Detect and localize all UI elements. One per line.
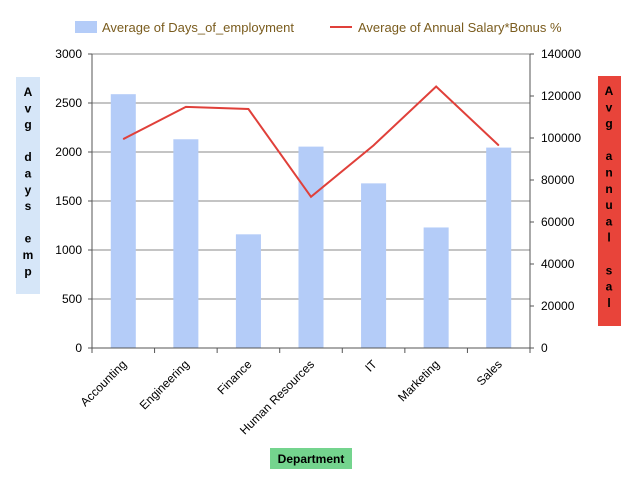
axis-label-letter: s	[606, 263, 613, 277]
line-point	[498, 144, 500, 146]
line-point	[122, 138, 124, 140]
right-axis-label-box	[598, 76, 621, 326]
bar	[110, 94, 136, 349]
left-tick-label: 500	[62, 292, 82, 306]
bar	[235, 234, 261, 348]
bar	[361, 183, 387, 348]
axis-label-letter: a	[25, 167, 32, 181]
left-tick-label: 0	[75, 341, 82, 355]
line-point	[373, 144, 375, 146]
axis-label-letter: g	[24, 118, 31, 132]
right-tick-label: 60000	[541, 215, 575, 229]
line-point	[435, 86, 437, 88]
axis-label-letter: A	[605, 84, 614, 98]
axis-label-letter: u	[605, 198, 612, 212]
axis-label-letter: A	[24, 85, 33, 99]
line-point	[247, 108, 249, 110]
line-point	[310, 196, 312, 198]
right-tick-label: 100000	[541, 131, 581, 145]
right-tick-label: 0	[541, 341, 548, 355]
axis-label-letter: v	[606, 100, 613, 114]
axis-label-letter: s	[25, 199, 32, 213]
left-tick-label: 2000	[55, 145, 82, 159]
line-point	[185, 106, 187, 108]
axis-label-letter: e	[25, 232, 32, 246]
line-series	[122, 85, 500, 199]
bar	[423, 227, 449, 348]
right-tick-label: 120000	[541, 89, 581, 103]
bar	[173, 139, 199, 348]
axis-label-letter: l	[607, 296, 610, 310]
bar	[486, 147, 512, 348]
right-tick-label: 80000	[541, 173, 575, 187]
axes	[88, 53, 534, 353]
axis-label-letter: g	[605, 117, 612, 131]
bar	[298, 146, 324, 348]
axis-label-letter: a	[606, 280, 613, 294]
axis-label-letter: p	[24, 264, 31, 278]
axis-label-letter: a	[606, 214, 613, 228]
left-tick-label: 1000	[55, 243, 82, 257]
legend-bar-label: Average of Days_of_employment	[102, 20, 294, 35]
right-tick-label: 20000	[541, 299, 575, 313]
axis-label-letter: m	[23, 248, 34, 262]
axis-label-letter: a	[606, 149, 613, 163]
axis-label-letter: v	[25, 101, 32, 115]
x-axis-title: Department	[278, 452, 345, 466]
left-axis-label-box	[16, 77, 40, 294]
legend-line-label: Average of Annual Salary*Bonus %	[358, 20, 562, 35]
axis-label-letter: d	[24, 150, 31, 164]
axis-label-letter: n	[605, 182, 612, 196]
left-tick-label: 1500	[55, 194, 82, 208]
axis-label-letter: y	[25, 183, 32, 197]
axis-label-letter: n	[605, 166, 612, 180]
bar-series	[110, 94, 512, 349]
legend: Average of Days_of_employment Average of…	[75, 20, 562, 35]
axis-label-letter: l	[607, 231, 610, 245]
left-tick-label: 3000	[55, 47, 82, 61]
right-tick-label: 140000	[541, 47, 581, 61]
x-axis-title-box	[270, 448, 352, 469]
left-tick-label: 2500	[55, 96, 82, 110]
legend-bar-swatch	[75, 21, 97, 33]
right-tick-label: 40000	[541, 257, 575, 271]
